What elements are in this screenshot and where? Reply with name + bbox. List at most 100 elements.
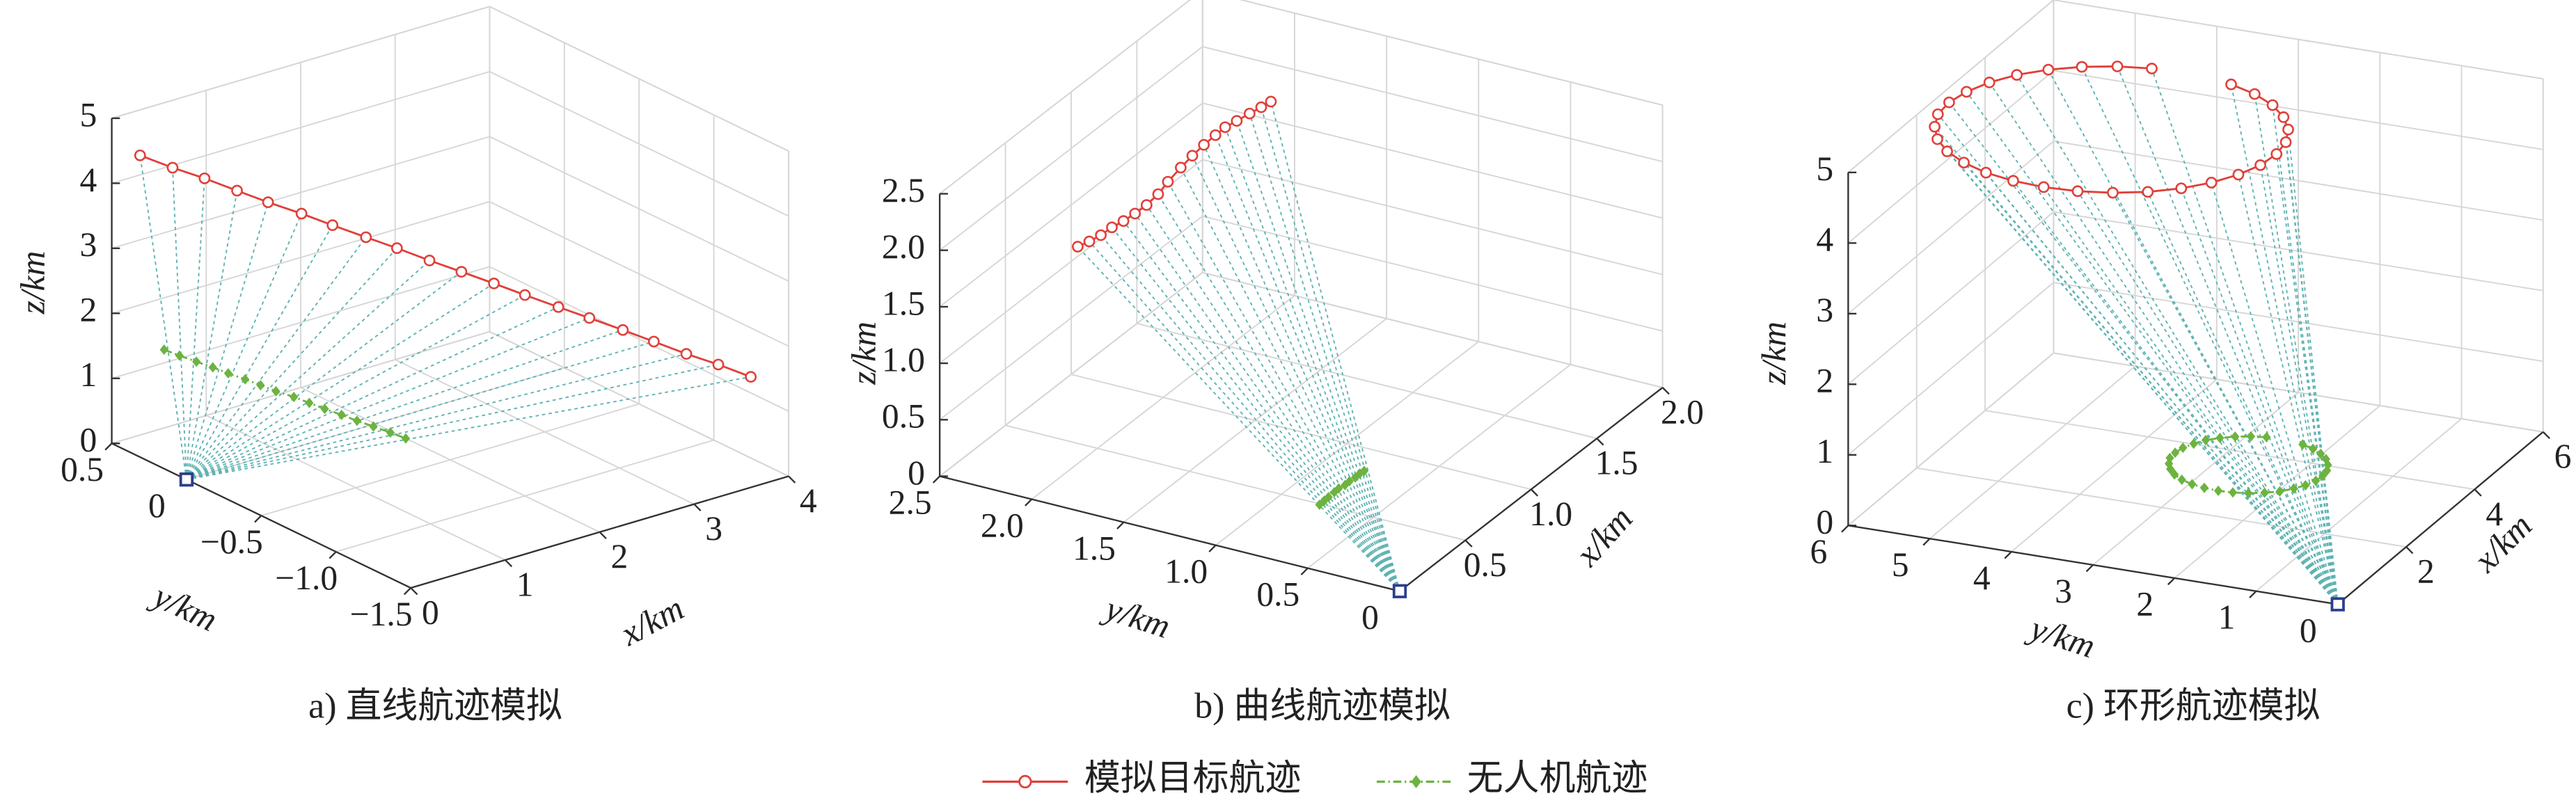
z-tick-label: 0: [1816, 503, 1833, 541]
x-tick-label: 0: [422, 593, 439, 631]
y-tick: [1208, 544, 1217, 552]
grid-line: [2053, 352, 2543, 433]
y-tick: [104, 443, 113, 451]
grid-line: [1202, 215, 1663, 332]
target-point: [2205, 177, 2218, 189]
sight-line: [2077, 191, 2339, 605]
grid-line: [1847, 70, 2054, 244]
x-tick-label: 4: [800, 481, 817, 520]
y-tick: [2004, 551, 2012, 559]
target-point: [2042, 63, 2055, 76]
grid-line: [2255, 418, 2463, 592]
drone-point: [1320, 495, 1329, 507]
y-tick: [1922, 538, 1931, 546]
y-tick: [329, 551, 337, 559]
drone-point: [2321, 454, 2330, 465]
drone-point: [1359, 465, 1369, 477]
y-tick-label: 1: [2218, 598, 2236, 637]
target-point: [2282, 123, 2294, 136]
y-tick-label: 0: [1361, 598, 1379, 637]
drone-point: [2275, 486, 2284, 497]
y-tick: [1025, 498, 1033, 507]
y-tick: [1841, 525, 1849, 533]
target-point: [745, 371, 757, 383]
axis-label: z/km: [13, 251, 52, 315]
target-point: [2277, 111, 2290, 123]
y-tick-label: 6: [1810, 532, 1827, 571]
target-point: [1265, 95, 1277, 108]
chart-title: b) 曲线航迹模拟: [1194, 687, 1451, 726]
target-point: [455, 266, 468, 278]
grid-line: [335, 439, 714, 552]
grid-line: [1202, 102, 1663, 219]
target-point: [2225, 78, 2237, 90]
x-tick-label: 1.0: [1529, 495, 1572, 533]
sight-line: [186, 178, 205, 480]
drone-point: [159, 344, 168, 356]
target-point: [262, 196, 274, 209]
sight-line: [1270, 101, 1400, 591]
grid-line: [489, 6, 789, 152]
z-tick-label: 0.5: [882, 397, 925, 436]
x-tick-label: 2: [610, 537, 628, 575]
y-tick-label: 2: [2136, 585, 2154, 623]
z-tick-label: 5: [1816, 150, 1833, 188]
y-tick-label: −1.0: [275, 559, 338, 597]
sight-line: [186, 260, 430, 480]
sight-line: [1089, 241, 1400, 592]
x-tick: [505, 559, 513, 568]
target-point: [2007, 175, 2019, 187]
x-tick: [1530, 488, 1539, 497]
sight-line: [186, 341, 654, 481]
target-point: [680, 348, 693, 360]
drone-point: [2165, 452, 2174, 463]
trajectory-line: [1318, 470, 1365, 506]
sight-line: [1261, 106, 1400, 591]
sight-line: [1937, 113, 2339, 605]
sight-line: [1134, 213, 1400, 592]
grid-line: [2053, 0, 2543, 80]
chart-title: a) 直线航迹模拟: [308, 687, 562, 726]
drone-point: [223, 367, 233, 379]
grid-line: [111, 266, 490, 379]
y-tick-label: 3: [2055, 572, 2072, 610]
target-point: [2270, 148, 2283, 160]
sight-line: [1157, 193, 1400, 592]
target-point: [2142, 186, 2154, 198]
z-tick-label: 5: [80, 95, 97, 134]
grid-line: [1202, 46, 1663, 163]
grid-line: [1239, 0, 1663, 106]
y-tick-label: 0.5: [1256, 575, 1299, 614]
target-point: [1072, 241, 1084, 253]
target-point: [2279, 136, 2292, 148]
y-tick-label: 1.0: [1164, 552, 1208, 590]
target-point: [1219, 121, 1231, 134]
sight-line: [1146, 205, 1400, 592]
x-tick-label: 1.5: [1595, 444, 1638, 482]
target-point: [1929, 120, 1941, 133]
y-tick-label: 0.5: [61, 450, 104, 488]
x-tick-label: 0.5: [1464, 545, 1507, 584]
grid-line: [1202, 159, 1663, 276]
grid-line: [1847, 0, 2054, 173]
x-tick-label: 4: [2486, 495, 2503, 533]
drone-point: [2215, 432, 2225, 444]
target-point: [1106, 221, 1118, 234]
grid-line: [2053, 141, 2543, 221]
chart-title: c) 环形航迹模拟: [2067, 687, 2321, 726]
sight-line: [1215, 134, 1400, 592]
y-tick-label: 0: [2300, 611, 2317, 649]
z-tick-label: 2: [1816, 362, 1833, 400]
grid-line: [1005, 424, 1466, 541]
drone-point: [2201, 435, 2211, 446]
grid-line: [1847, 352, 2054, 527]
legend-label: 模拟目标航迹: [1084, 758, 1301, 798]
drone-point: [256, 380, 265, 391]
x-tick-label: 6: [2554, 437, 2572, 475]
z-tick-label: 1: [80, 356, 97, 394]
sight-line: [1111, 227, 1400, 592]
x-tick: [1661, 387, 1670, 395]
x-tick-label: 1: [516, 565, 534, 603]
